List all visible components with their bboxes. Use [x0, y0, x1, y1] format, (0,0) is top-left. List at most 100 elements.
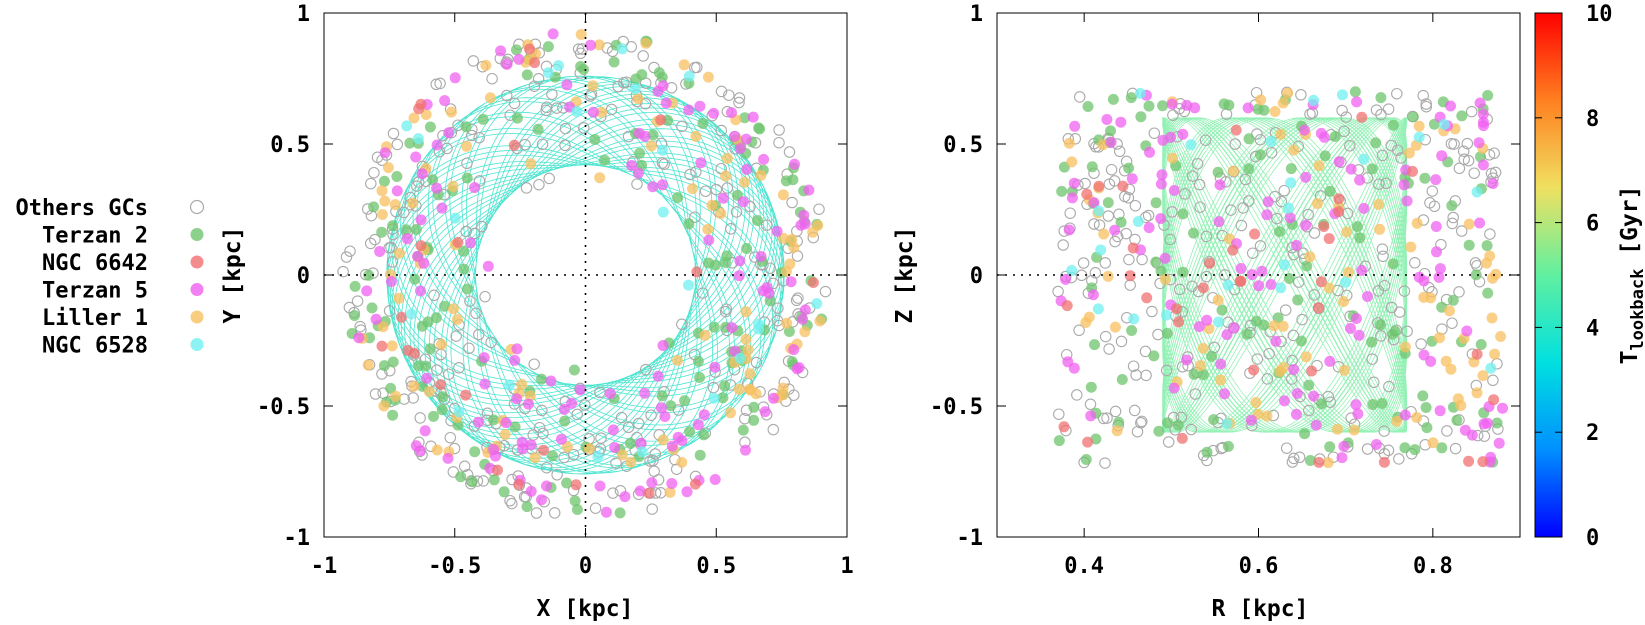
- point-others: [790, 294, 803, 307]
- point-others: [1130, 369, 1142, 381]
- point-terzan-2: [439, 300, 450, 312]
- point-terzan-5: [1478, 418, 1490, 430]
- point-others: [1235, 219, 1248, 232]
- point-terzan-2: [1481, 240, 1493, 252]
- point-liller-1: [640, 37, 652, 49]
- point-ngc-6642: [492, 464, 503, 476]
- point-others: [1446, 317, 1458, 329]
- point-ngc-6642: [1407, 165, 1418, 177]
- point-terzan-5: [415, 285, 426, 297]
- point-others: [1344, 140, 1356, 152]
- point-liller-1: [740, 333, 752, 345]
- point-terzan-2: [488, 414, 500, 426]
- point-terzan-5: [1193, 321, 1205, 333]
- point-liller-1: [1391, 415, 1403, 427]
- point-terzan-2: [1399, 442, 1411, 454]
- point-others: [477, 475, 490, 487]
- point-ngc-6642: [435, 379, 447, 391]
- point-terzan-5: [1338, 440, 1350, 452]
- point-others: [546, 88, 558, 100]
- point-liller-1: [1495, 331, 1507, 342]
- point-terzan-5: [726, 322, 738, 334]
- point-terzan-5: [733, 270, 745, 282]
- point-terzan-2: [672, 192, 684, 203]
- point-liller-1: [431, 444, 443, 456]
- point-others: [719, 305, 732, 318]
- legend-marker: [190, 255, 204, 269]
- point-terzan-5: [566, 397, 578, 409]
- point-terzan-2: [521, 69, 533, 81]
- point-others: [723, 89, 735, 101]
- point-terzan-2: [363, 269, 375, 281]
- point-others: [1108, 175, 1121, 187]
- point-terzan-5: [1270, 335, 1282, 347]
- point-others: [1194, 201, 1206, 213]
- point-terzan-5: [443, 127, 455, 139]
- point-terzan-2: [1387, 119, 1399, 131]
- point-liller-1: [594, 172, 606, 184]
- point-liller-1: [1063, 137, 1075, 149]
- point-others: [1251, 353, 1264, 365]
- point-liller-1: [1109, 321, 1121, 333]
- point-others: [773, 136, 785, 149]
- point-liller-1: [1197, 342, 1209, 354]
- point-liller-1: [516, 378, 528, 390]
- point-liller-1: [625, 456, 637, 468]
- point-terzan-2: [1053, 435, 1065, 447]
- point-liller-1: [1269, 106, 1281, 117]
- point-others: [578, 122, 590, 134]
- point-liller-1: [664, 486, 676, 498]
- point-ngc-6642: [513, 478, 525, 490]
- point-terzan-5: [799, 304, 811, 316]
- point-terzan-2: [741, 243, 753, 254]
- point-others: [434, 77, 446, 90]
- point-others: [387, 127, 400, 140]
- point-others: [431, 364, 443, 376]
- point-liller-1: [1489, 348, 1501, 360]
- point-ngc-6642: [1248, 364, 1260, 376]
- point-liller-1: [408, 380, 420, 392]
- point-others: [1129, 199, 1142, 212]
- point-terzan-5: [1433, 271, 1445, 283]
- point-ngc-6528: [811, 298, 823, 310]
- point-terzan-5: [619, 491, 631, 503]
- point-others: [699, 185, 712, 197]
- point-terzan-2: [376, 226, 388, 238]
- point-others: [1088, 218, 1100, 230]
- point-terzan-5: [788, 344, 800, 356]
- point-terzan-2: [1216, 304, 1228, 316]
- point-liller-1: [1167, 152, 1178, 164]
- point-terzan-2: [1254, 149, 1266, 161]
- point-liller-1: [755, 169, 767, 181]
- point-terzan-2: [430, 312, 442, 324]
- point-terzan-5: [556, 433, 567, 445]
- point-terzan-5: [1155, 178, 1167, 190]
- point-others: [1146, 305, 1158, 318]
- point-terzan-2: [1491, 417, 1503, 429]
- point-others: [430, 78, 442, 91]
- point-others: [1385, 139, 1397, 152]
- point-ngc-6642: [655, 114, 667, 126]
- point-others: [1079, 177, 1091, 190]
- point-terzan-5: [646, 477, 658, 489]
- point-liller-1: [1405, 241, 1417, 253]
- point-ngc-6642: [1356, 111, 1368, 123]
- point-terzan-2: [599, 154, 610, 166]
- point-ngc-6642: [1313, 456, 1325, 468]
- point-liller-1: [721, 152, 733, 164]
- point-liller-1: [777, 189, 789, 201]
- point-terzan-2: [427, 174, 439, 186]
- point-others: [460, 225, 472, 238]
- point-liller-1: [386, 340, 398, 352]
- point-terzan-2: [702, 257, 714, 269]
- point-others: [1109, 405, 1122, 418]
- point-others: [1073, 324, 1085, 337]
- point-ngc-6528: [1213, 316, 1224, 328]
- point-others: [615, 411, 628, 424]
- point-terzan-2: [420, 360, 432, 372]
- point-others: [461, 157, 473, 170]
- point-others: [1417, 89, 1429, 102]
- point-others: [1465, 105, 1478, 118]
- point-terzan-2: [1421, 422, 1433, 434]
- colorbar-title-main: T: [1617, 351, 1643, 365]
